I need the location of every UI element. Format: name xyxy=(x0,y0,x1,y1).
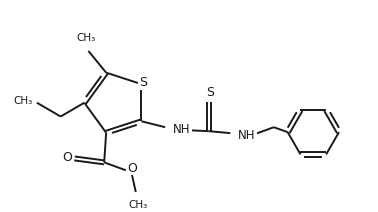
Text: CH₃: CH₃ xyxy=(77,33,96,43)
Text: S: S xyxy=(139,76,147,89)
Text: S: S xyxy=(206,86,214,99)
Text: NH: NH xyxy=(238,129,256,142)
Text: O: O xyxy=(127,162,137,175)
Text: CH₃: CH₃ xyxy=(128,200,147,210)
Text: CH₃: CH₃ xyxy=(14,96,33,106)
Text: NH: NH xyxy=(173,123,191,136)
Text: O: O xyxy=(63,151,73,164)
